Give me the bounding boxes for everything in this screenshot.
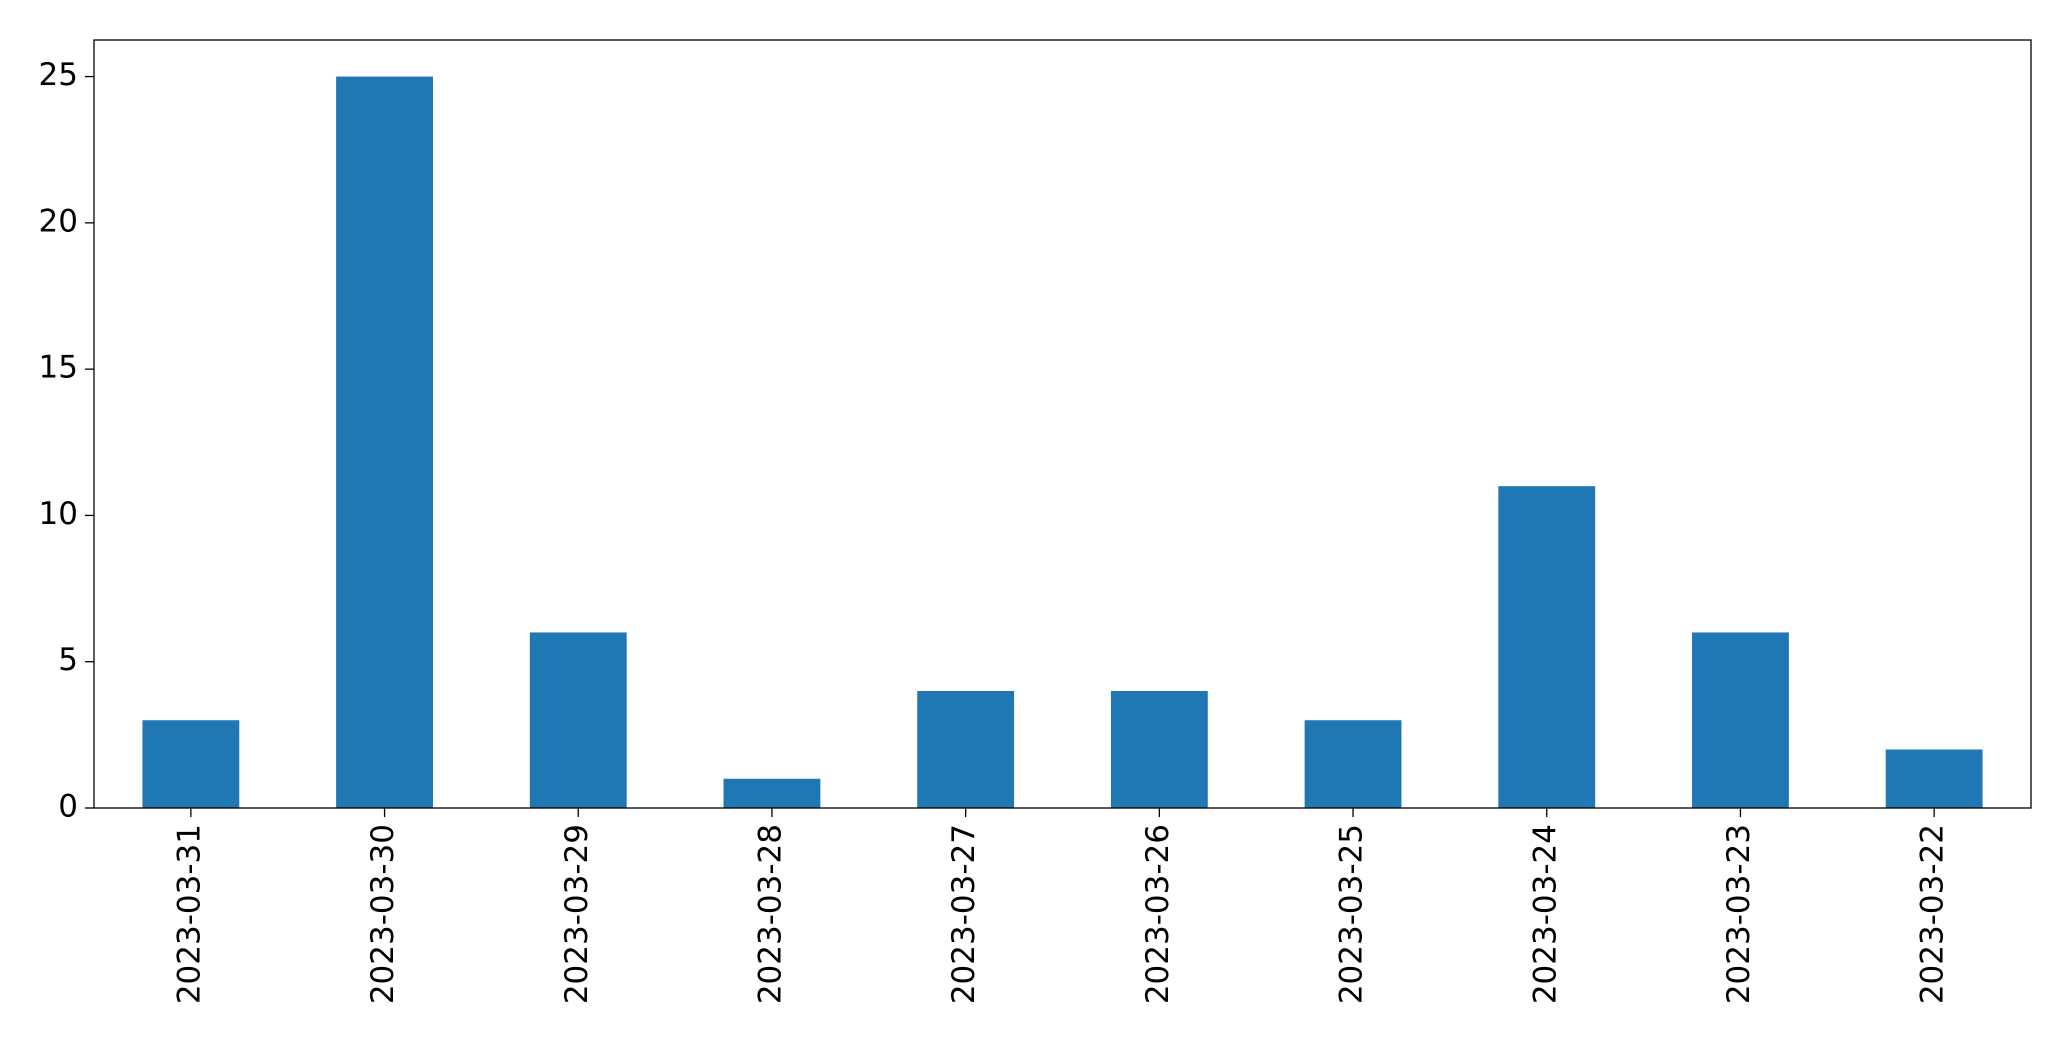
y-tick-label: 10 <box>39 496 78 532</box>
y-tick-label: 15 <box>39 350 78 386</box>
bar <box>917 690 1015 808</box>
bar <box>1498 486 1596 808</box>
bar <box>1692 632 1789 808</box>
bar <box>529 632 627 808</box>
x-tick-label: 2023-03-27 <box>946 824 982 1004</box>
x-tick-label: 2023-03-25 <box>1334 824 1370 1004</box>
bar <box>1304 720 1402 808</box>
x-tick-label: 2023-03-28 <box>752 824 788 1004</box>
x-tick-label: 2023-03-31 <box>171 824 207 1004</box>
bar <box>1885 749 1983 808</box>
x-tick-label: 2023-03-29 <box>559 824 595 1004</box>
bar <box>1110 690 1208 808</box>
bar <box>336 76 433 809</box>
bar <box>723 778 821 808</box>
y-tick-label: 5 <box>58 642 78 678</box>
plot-frame <box>93 39 2032 809</box>
y-tick-label: 20 <box>39 203 78 239</box>
x-tick-label: 2023-03-23 <box>1721 824 1757 1004</box>
y-tick-label: 25 <box>39 57 78 93</box>
x-tick-label: 2023-03-26 <box>1140 824 1176 1004</box>
x-tick-label: 2023-03-22 <box>1915 824 1951 1004</box>
x-tick-label: 2023-03-24 <box>1527 824 1563 1004</box>
bar <box>142 720 240 808</box>
y-tick-label: 0 <box>58 789 78 825</box>
x-tick-label: 2023-03-30 <box>365 824 401 1004</box>
